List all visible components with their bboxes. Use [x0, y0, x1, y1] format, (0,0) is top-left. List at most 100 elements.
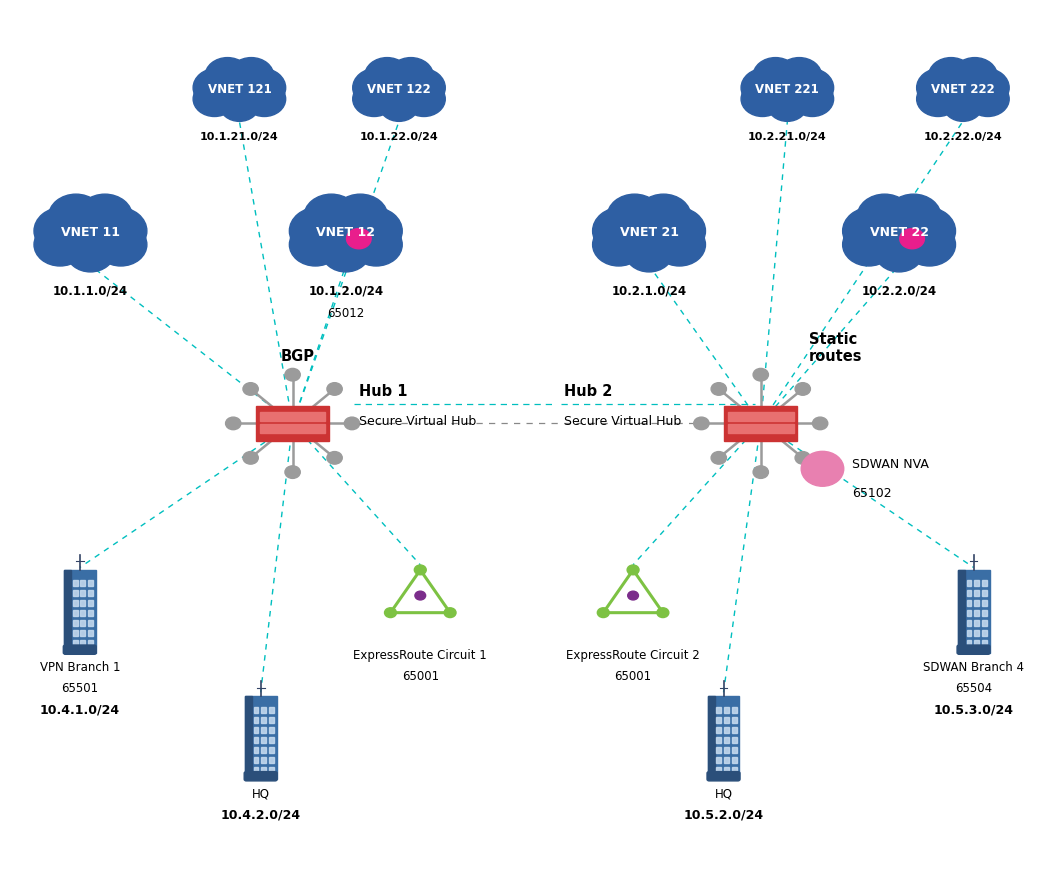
FancyBboxPatch shape [81, 630, 85, 636]
Text: VNET 221: VNET 221 [755, 83, 819, 96]
FancyBboxPatch shape [88, 630, 93, 636]
FancyBboxPatch shape [72, 630, 78, 636]
Text: Secure Virtual Hub: Secure Virtual Hub [564, 415, 681, 428]
FancyBboxPatch shape [966, 590, 971, 596]
Circle shape [612, 205, 686, 266]
FancyBboxPatch shape [72, 610, 78, 616]
FancyBboxPatch shape [262, 707, 266, 712]
FancyBboxPatch shape [64, 569, 71, 653]
FancyBboxPatch shape [708, 697, 715, 779]
Text: 65012: 65012 [327, 307, 365, 320]
FancyBboxPatch shape [260, 423, 326, 433]
Text: VNET 22: VNET 22 [869, 226, 929, 239]
Circle shape [801, 451, 844, 486]
FancyBboxPatch shape [725, 746, 729, 753]
Circle shape [384, 608, 397, 617]
FancyBboxPatch shape [81, 640, 85, 646]
Circle shape [932, 66, 994, 117]
Circle shape [304, 194, 359, 239]
FancyBboxPatch shape [732, 757, 736, 763]
FancyBboxPatch shape [958, 569, 965, 653]
Circle shape [34, 223, 86, 266]
Circle shape [243, 382, 259, 395]
FancyBboxPatch shape [253, 727, 259, 732]
Circle shape [347, 229, 371, 249]
Circle shape [711, 451, 727, 464]
Text: HQ: HQ [715, 787, 732, 801]
Circle shape [862, 205, 936, 266]
FancyBboxPatch shape [708, 772, 741, 780]
Circle shape [757, 66, 818, 117]
FancyBboxPatch shape [81, 620, 85, 626]
Circle shape [414, 565, 427, 574]
FancyBboxPatch shape [966, 640, 971, 646]
Circle shape [777, 58, 821, 94]
FancyBboxPatch shape [728, 412, 794, 422]
FancyBboxPatch shape [81, 590, 85, 596]
Text: Hub 2: Hub 2 [564, 384, 612, 399]
Circle shape [289, 223, 342, 266]
Circle shape [742, 81, 784, 116]
FancyBboxPatch shape [716, 737, 721, 743]
Circle shape [53, 205, 128, 266]
FancyBboxPatch shape [725, 707, 729, 712]
FancyBboxPatch shape [708, 697, 739, 779]
Text: 10.5.3.0/24: 10.5.3.0/24 [933, 704, 1014, 716]
Text: SDWAN NVA: SDWAN NVA [852, 458, 929, 471]
Circle shape [388, 58, 433, 94]
Circle shape [753, 58, 798, 94]
Circle shape [813, 417, 828, 430]
FancyBboxPatch shape [269, 717, 273, 723]
Circle shape [876, 233, 922, 272]
FancyBboxPatch shape [716, 717, 721, 723]
FancyBboxPatch shape [732, 746, 736, 753]
Text: BGP: BGP [281, 349, 315, 364]
Circle shape [795, 382, 811, 395]
Text: Hub 1: Hub 1 [359, 384, 408, 399]
FancyBboxPatch shape [982, 630, 986, 636]
Circle shape [327, 451, 343, 464]
FancyBboxPatch shape [262, 766, 266, 773]
FancyBboxPatch shape [72, 601, 78, 606]
FancyBboxPatch shape [253, 707, 259, 712]
Circle shape [944, 89, 982, 121]
FancyBboxPatch shape [269, 757, 273, 763]
FancyBboxPatch shape [262, 746, 266, 753]
Circle shape [791, 81, 833, 116]
FancyBboxPatch shape [982, 590, 986, 596]
Circle shape [229, 58, 273, 94]
Circle shape [929, 58, 974, 94]
Circle shape [694, 417, 709, 430]
Circle shape [626, 233, 672, 272]
Text: 10.2.1.0/24: 10.2.1.0/24 [612, 285, 686, 298]
Text: VPN Branch 1: VPN Branch 1 [39, 662, 120, 674]
Circle shape [795, 451, 811, 464]
FancyBboxPatch shape [966, 630, 971, 636]
Circle shape [205, 58, 250, 94]
Circle shape [900, 229, 925, 249]
FancyBboxPatch shape [262, 727, 266, 732]
FancyBboxPatch shape [716, 757, 721, 763]
Text: ExpressRoute Circuit 1: ExpressRoute Circuit 1 [353, 649, 487, 662]
Circle shape [34, 207, 92, 255]
Circle shape [952, 58, 997, 94]
Circle shape [209, 66, 270, 117]
FancyBboxPatch shape [253, 766, 259, 773]
FancyBboxPatch shape [725, 766, 729, 773]
Text: 65501: 65501 [62, 683, 98, 695]
Circle shape [194, 68, 240, 107]
Circle shape [903, 223, 955, 266]
Circle shape [593, 223, 645, 266]
Circle shape [768, 89, 807, 121]
Circle shape [95, 223, 147, 266]
Circle shape [353, 81, 396, 116]
Circle shape [350, 223, 402, 266]
FancyBboxPatch shape [966, 620, 971, 626]
FancyBboxPatch shape [716, 727, 721, 732]
Circle shape [243, 451, 259, 464]
FancyBboxPatch shape [88, 581, 93, 587]
FancyBboxPatch shape [262, 737, 266, 743]
FancyBboxPatch shape [716, 766, 721, 773]
FancyBboxPatch shape [732, 737, 736, 743]
Circle shape [843, 223, 895, 266]
